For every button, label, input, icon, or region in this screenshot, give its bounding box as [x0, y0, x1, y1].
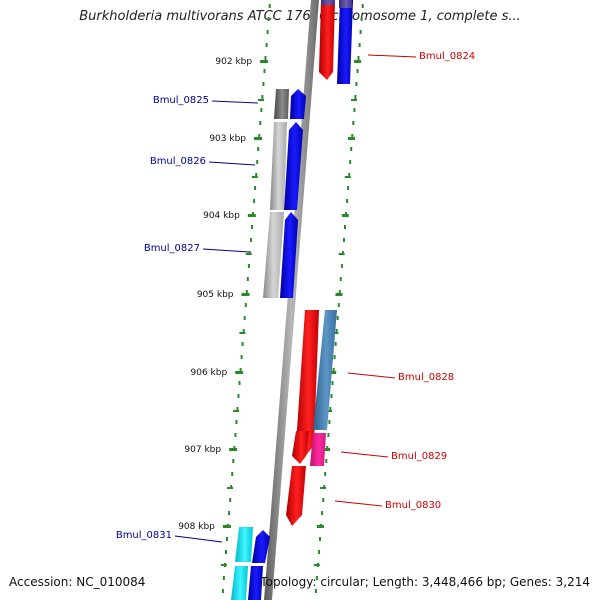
cds-bmul-0824-cap	[339, 0, 352, 8]
kbp-tick-mark-right	[329, 371, 337, 374]
gene-label-bmul-0828[interactable]: Bmul_0828	[398, 372, 454, 383]
gene-bmul-0828-feature[interactable]	[296, 310, 319, 458]
gene-bmul-0826-feature[interactable]	[270, 122, 287, 210]
minor-tick-mark	[245, 253, 252, 255]
gene-bmul-0827-feature[interactable]	[263, 212, 284, 298]
leader-line-bmul-0830	[334, 500, 383, 507]
gene-bmul-0824-cap	[321, 0, 335, 5]
gene-label-bmul-0829[interactable]: Bmul_0829	[391, 451, 447, 462]
gene-label-bmul-0831[interactable]: Bmul_0831	[116, 530, 172, 541]
kbp-tick-mark-right	[354, 60, 362, 63]
kbp-tick-mark-right	[316, 525, 324, 528]
kbp-tick-mark	[247, 214, 256, 217]
kbp-tick-mark-right	[323, 448, 331, 451]
kbp-tick-label: 905 kbp	[197, 290, 234, 300]
gene-bmul-0824-feature[interactable]	[319, 0, 335, 80]
gene-label-bmul-0825[interactable]: Bmul_0825	[153, 95, 209, 106]
kbp-tick-mark-right	[348, 137, 355, 140]
minor-tick-mark-right	[338, 253, 345, 255]
genome-stats-text: Topology: circular; Length: 3,448,466 bp…	[260, 575, 590, 589]
kbp-tick-mark	[222, 525, 231, 528]
chromosome-backbone	[264, 0, 319, 600]
left-ruler-dots	[221, 4, 271, 593]
kbp-tick-mark	[254, 137, 262, 140]
minor-tick-mark-right	[332, 332, 339, 334]
cds-bmul-0825-feature[interactable]	[290, 89, 306, 119]
ruler-ticks	[220, 60, 362, 566]
kbp-tick-mark-right	[341, 214, 349, 217]
feature-track	[231, 0, 353, 600]
ruler-labels: 902 kbp 903 kbp 904 kbp 905 kbp 906 kbp 907 k…	[178, 57, 252, 532]
kbp-tick-label: 903 kbp	[209, 134, 246, 144]
right-ruler-dots	[314, 4, 364, 593]
leader-line-bmul-0824	[367, 54, 417, 58]
kbp-tick-label: 902 kbp	[215, 57, 252, 67]
gene-bmul-0830-feature[interactable]	[286, 466, 306, 526]
gene-labels: Bmul_0824 Bmul_0825 Bmul_0826 Bmul_0827 Bmul…	[116, 51, 475, 543]
accession-text: Accession: NC_010084	[9, 575, 146, 589]
minor-tick-mark-right	[320, 487, 326, 489]
cds-bmul-0831-feature[interactable]	[252, 530, 270, 563]
kbp-tick-label: 906 kbp	[191, 368, 228, 378]
cds-bmul-0826-feature[interactable]	[284, 122, 303, 210]
leader-line-bmul-0831	[174, 535, 223, 543]
gene-label-bmul-0827[interactable]: Bmul_0827	[144, 243, 200, 254]
gene-label-bmul-0826[interactable]: Bmul_0826	[150, 156, 206, 167]
leader-line-bmul-0827	[202, 248, 250, 253]
minor-tick-mark	[239, 332, 246, 334]
minor-tick-mark-right	[344, 176, 351, 178]
cds-bmul-0824-feature[interactable]	[337, 0, 353, 84]
minor-tick-mark-right	[326, 410, 333, 412]
leader-line-bmul-0829	[340, 451, 389, 458]
kbp-tick-mark	[235, 371, 244, 374]
gene-bmul-0829-feature[interactable]	[292, 431, 309, 464]
kbp-tick-mark	[241, 293, 250, 296]
minor-tick-mark	[251, 176, 258, 178]
minor-tick-mark-right	[351, 99, 357, 101]
minor-tick-mark-right	[313, 564, 320, 566]
minor-tick-mark	[220, 564, 227, 566]
gene-label-bmul-0824[interactable]: Bmul_0824	[419, 51, 475, 62]
gene-label-bmul-0830[interactable]: Bmul_0830	[385, 500, 441, 511]
leader-line-bmul-0826	[208, 161, 256, 166]
cds-bmul-0827-feature[interactable]	[280, 212, 298, 298]
leader-line-bmul-0825	[211, 100, 259, 104]
kbp-tick-label: 908 kbp	[178, 522, 215, 532]
gene-bmul-0831-feature[interactable]	[235, 527, 253, 562]
cds-bmul-0828-feature[interactable]	[313, 310, 337, 430]
kbp-tick-mark	[260, 60, 269, 63]
kbp-tick-mark-right	[335, 293, 343, 296]
cds-next-feature	[248, 566, 263, 600]
minor-tick-mark	[233, 410, 240, 412]
gene-next-feature	[231, 566, 248, 600]
kbp-tick-label: 907 kbp	[184, 445, 221, 455]
kbp-tick-label: 904 kbp	[203, 211, 240, 221]
minor-tick-mark	[227, 487, 233, 489]
map-title: Burkholderia multivorans ATCC 17616 chro…	[79, 9, 521, 24]
minor-tick-mark	[258, 99, 264, 101]
gene-bmul-0825-feature[interactable]	[274, 89, 289, 119]
leader-line-bmul-0828	[347, 372, 396, 379]
kbp-tick-mark	[229, 448, 238, 451]
cds-bmul-0829-feature[interactable]	[310, 433, 326, 466]
